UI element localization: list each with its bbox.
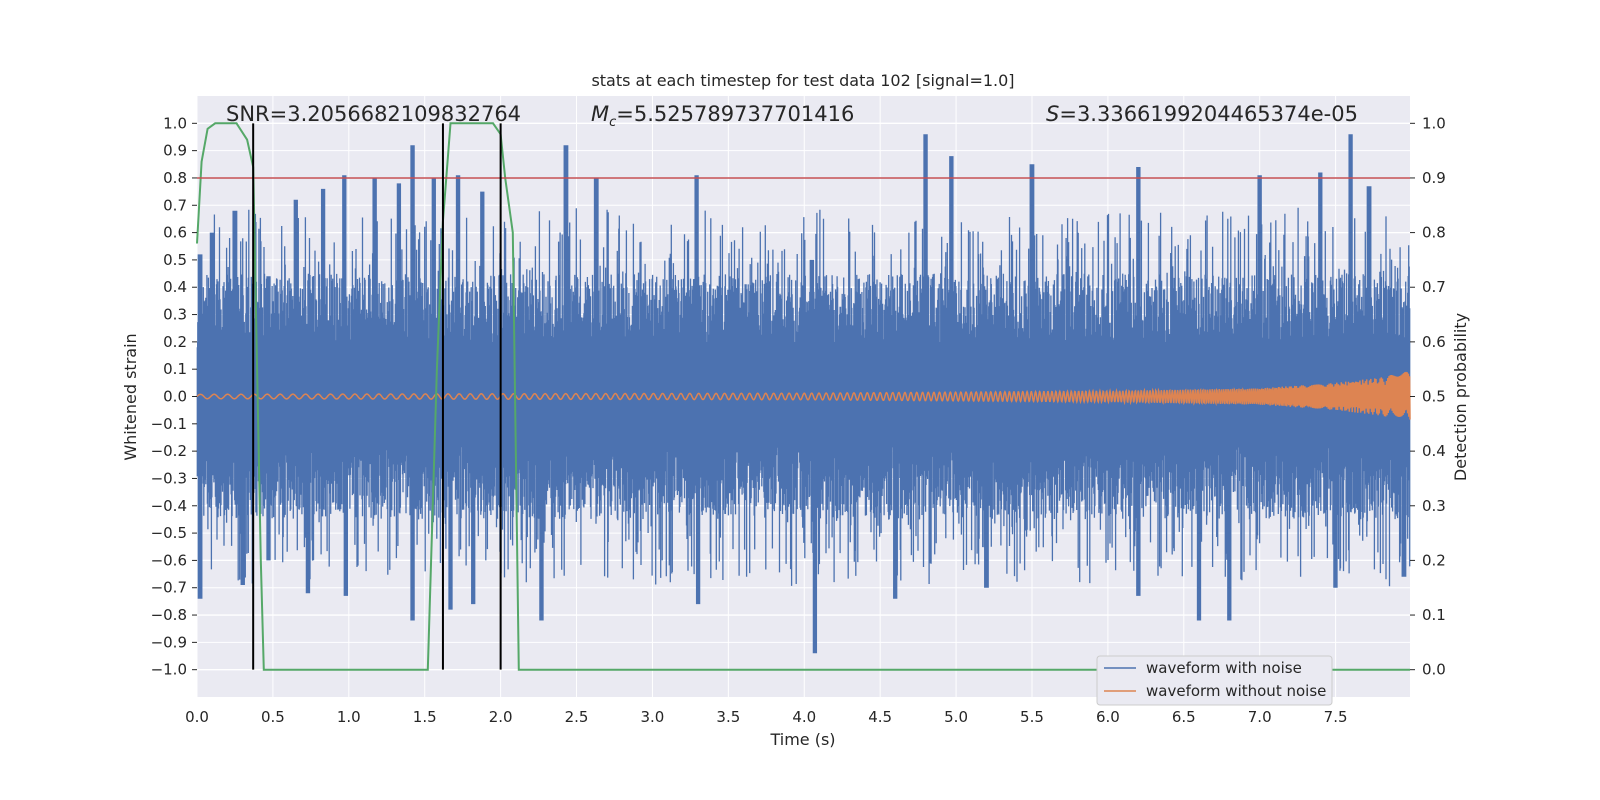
y-tick-label: 0.3 [163,306,187,324]
x-tick-label: 7.5 [1324,708,1348,726]
x-tick-label: 3.0 [641,708,665,726]
y-tick-label: 1.0 [163,114,187,132]
x-axis-label: Time (s) [769,730,835,749]
y2-tick-label: 0.9 [1422,169,1446,187]
chirp-mass-subscript: c [609,115,616,130]
y2-tick-label: 0.0 [1422,661,1446,679]
series-waveform-without-noise [196,371,1411,420]
legend-label-waveform-without-noise: waveform without noise [1146,682,1326,700]
y-tick-label: −1.0 [151,661,187,679]
y2-tick-label: 0.5 [1422,388,1446,406]
y-tick-label: 0.0 [163,388,187,406]
clean-waveform-trace [196,371,1411,420]
chart-title: stats at each timestep for test data 102… [591,71,1014,90]
y2-axis-label: Detection probability [1451,313,1470,481]
y-tick-label: 0.2 [163,333,187,351]
series-detection-probability [196,122,1410,671]
x-tick-label: 2.0 [489,708,513,726]
y-tick-label: 0.7 [163,196,187,214]
x-tick-label: 4.5 [868,708,892,726]
x-tick-label: 1.0 [337,708,361,726]
chirp-mass-symbol: M [591,102,609,126]
y2-tick-label: 0.7 [1422,278,1446,296]
y2-axis-ticks: 1.0 0.9 0.8 0.7 0.6 0.5 0.4 0.3 0.2 0.1 0.0 [1410,114,1446,679]
y-tick-label: 0.1 [163,360,187,378]
chirp-mass-annotation: Mc=5.525789737701416 [591,102,854,130]
snr-s-annotation: S=3.3366199204465374e-05 [1046,102,1358,126]
y2-tick-label: 0.6 [1422,333,1446,351]
x-tick-label: 6.0 [1096,708,1120,726]
y-tick-label: 0.6 [163,224,187,242]
x-tick-label: 2.5 [565,708,589,726]
x-tick-label: 6.5 [1172,708,1196,726]
y2-tick-label: 0.2 [1422,551,1446,569]
snr-annotation: SNR=3.2056682109832764 [226,102,521,126]
y-tick-label: −0.4 [151,497,187,515]
x-tick-label: 5.0 [944,708,968,726]
y2-tick-label: 0.8 [1422,224,1446,242]
y-tick-label: −0.1 [151,415,187,433]
legend-box [1096,655,1333,706]
y-tick-label: −0.3 [151,469,187,487]
y2-tick-label: 0.1 [1422,606,1446,624]
y-tick-label: −0.7 [151,579,187,597]
x-tick-label: 1.5 [413,708,437,726]
legend-label-waveform-with-noise: waveform with noise [1146,659,1302,677]
x-tick-label: 0.0 [185,708,209,726]
x-tick-label: 7.0 [1248,708,1272,726]
x-tick-label: 4.0 [792,708,816,726]
y2-tick-label: 0.3 [1422,497,1446,515]
y-tick-label: −0.9 [151,633,187,651]
y-tick-label: 0.8 [163,169,187,187]
y2-tick-label: 1.0 [1422,114,1446,132]
legend: waveform with noise waveform without noi… [1096,655,1333,706]
y-tick-label: 0.9 [163,142,187,160]
chirp-mass-value: =5.525789737701416 [616,102,854,126]
y-tick-label: 0.4 [163,278,187,296]
y-axis-ticks: 1.0 0.9 0.8 0.7 0.6 0.5 0.4 0.3 0.2 0.1 0.0 −0.1 −0.… [151,114,197,679]
y-tick-label: −0.8 [151,606,187,624]
s-value: =3.3366199204465374e-05 [1059,102,1358,126]
y-tick-label: −0.2 [151,442,187,460]
y-tick-label: −0.6 [151,551,187,569]
y-axis-label: Whitened strain [121,333,140,460]
y-tick-label: 0.5 [163,251,187,269]
x-tick-label: 0.5 [261,708,285,726]
y-tick-label: −0.5 [151,524,187,542]
s-symbol: S [1046,102,1059,126]
detection-probability-line [196,122,1410,671]
marker-lines [252,123,502,670]
x-tick-label: 5.5 [1020,708,1044,726]
y2-tick-label: 0.4 [1422,442,1446,460]
x-axis-ticks: 0.0 0.5 1.0 1.5 2.0 2.5 3.0 3.5 4.0 4.5 5.0 5.5 6.0 6… [185,708,1347,726]
x-tick-label: 3.5 [716,708,740,726]
